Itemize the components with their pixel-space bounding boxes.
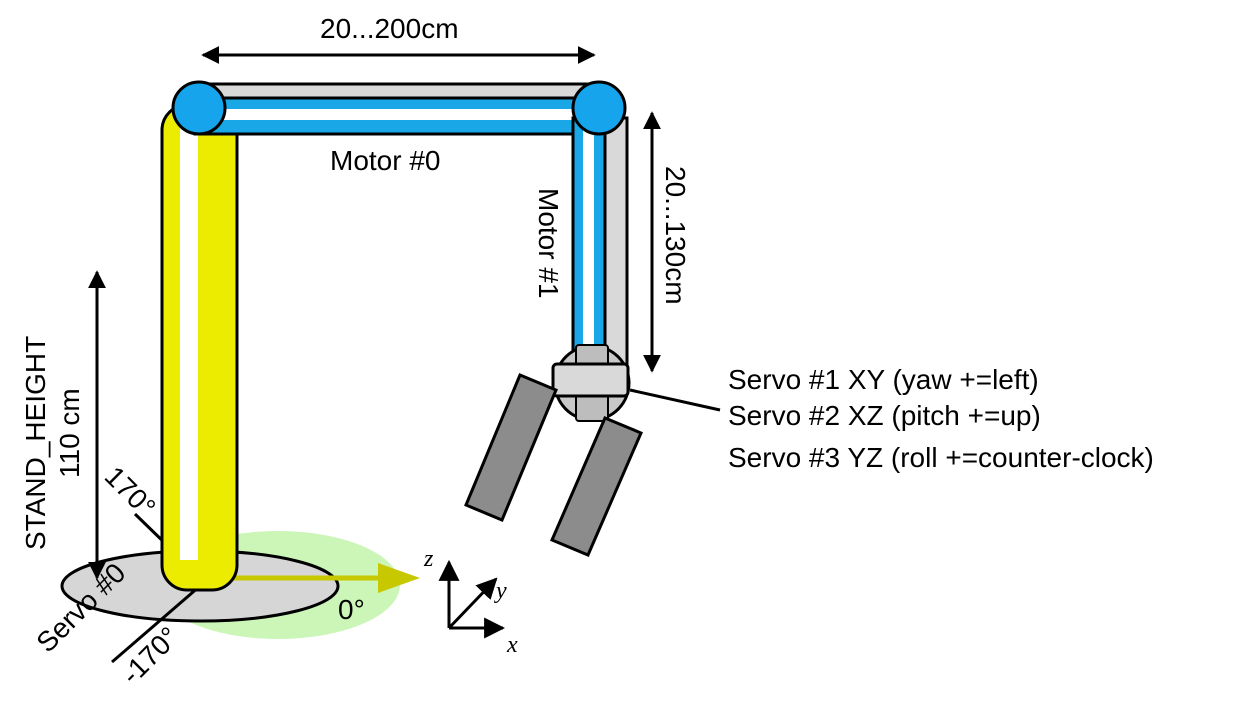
stand-height-value-label: 110 cm [54,388,85,478]
zero-direction-arrow-head [378,563,420,593]
servo2-label: Servo #2 XZ (pitch +=up) [728,400,1041,431]
servo3-label: Servo #3 YZ (roll +=counter-clock) [728,442,1154,473]
joint-left [171,80,227,136]
height-range-label: 20...130cm [660,166,691,305]
stand-height-name-label: STAND_HEIGHT [20,336,51,550]
coordinate-axes: z y x [423,546,518,658]
motor1-label: Motor #1 [533,188,564,299]
motor0-label: Motor #0 [330,145,441,176]
stand-column [160,103,239,592]
servo1-label: Servo #1 XY (yaw +=left) [728,364,1039,395]
axis-y-label: y [494,578,507,604]
angle-min-label: -170° [115,621,184,690]
gripper-finger-right [550,416,643,557]
gripper [464,344,721,557]
joint-right [571,80,627,136]
vertical-arm [571,116,629,370]
width-range-label: 20...200cm [320,13,459,44]
servo-leader-line [629,388,721,412]
angle-max-label: 170° [99,460,162,523]
axis-x-label: x [506,632,518,658]
gripper-finger-left [464,373,558,522]
axis-z-label: z [423,546,434,572]
horizontal-arm [193,82,602,136]
angle-zero-label: 0° [338,594,365,625]
angle-line-min [111,584,201,664]
